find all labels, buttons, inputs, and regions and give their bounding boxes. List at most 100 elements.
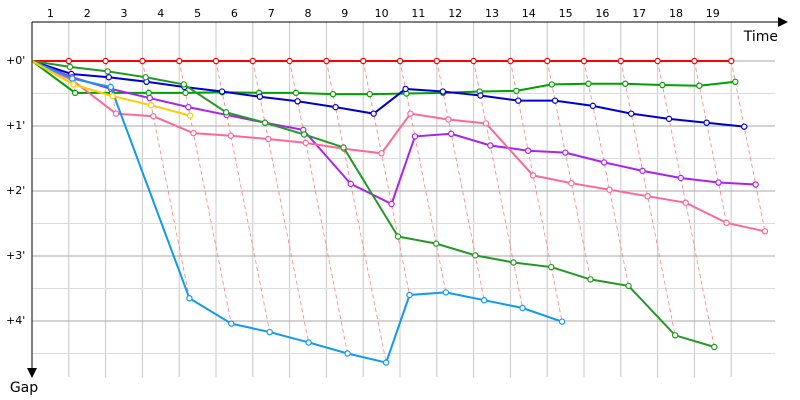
data-point [185,103,192,111]
data-point [261,119,269,126]
data-point [102,57,109,65]
x-tick-label: 14 [522,7,536,20]
x-tick-label: 18 [669,7,683,20]
lap-dashed-line [583,60,630,286]
axes [27,17,788,378]
data-point [622,80,629,87]
data-point [715,179,722,186]
lap-dashed-line [693,60,727,223]
y-tick-label: +4' [6,314,25,327]
x-tick-label: 13 [485,7,499,20]
data-point [407,110,414,117]
data-point [190,129,197,137]
data-point [448,130,455,137]
data-point [142,74,149,81]
lap-dashed-line [252,60,310,343]
data-point [568,179,575,187]
data-point [323,57,330,65]
data-point [65,57,73,65]
data-point [477,92,484,99]
lap-lines [68,60,766,363]
x-axis-arrow [778,17,788,27]
data-point [432,240,440,247]
grid [32,22,775,377]
data-point [294,98,301,105]
x-tick-label: 9 [341,7,348,20]
data-point [186,112,194,119]
data-point [266,328,273,336]
data-point [256,93,264,100]
data-point [585,80,592,87]
data-point [329,90,337,98]
data-point [411,133,419,140]
series-line-3 [31,60,745,128]
data-point [378,150,385,157]
data-point [551,97,559,104]
data-point [265,135,272,143]
data-point [70,81,77,88]
data-point [472,252,479,259]
x-tick-label: 1 [47,7,54,20]
data-point [480,297,488,304]
data-point [548,263,555,271]
data-point [104,68,111,75]
series-line-7 [31,60,563,364]
x-tick-label: 8 [305,7,312,20]
data-point [344,350,351,357]
data-point [442,289,450,296]
data-point [510,259,517,266]
data-point [150,113,157,120]
data-point [628,110,635,117]
data-point [222,109,230,116]
data-point [366,90,373,98]
data-point [433,57,440,65]
y-axis-arrow [27,368,37,378]
y-tick-label: +2' [6,184,25,197]
data-point [587,276,594,283]
lap-dashed-line [215,60,271,333]
data-point [396,57,404,65]
lap-dashed-line [730,60,766,232]
y-tick-label: +0' [6,54,25,67]
data-point [644,192,651,200]
data-point [388,200,395,208]
data-point [382,359,390,366]
data-point [703,119,710,126]
data-point [107,83,114,91]
series-line-4 [31,60,756,206]
data-point [529,172,537,179]
data-point [175,57,183,65]
data-point [182,89,189,97]
data-point [402,85,409,93]
data-point [639,167,646,175]
x-tick-label: 12 [448,7,462,20]
data-point [562,149,569,156]
series-line-2 [31,60,736,96]
data-point [580,57,588,65]
data-point [394,233,402,240]
data-point [228,320,235,327]
series-lines [31,57,769,366]
tick-labels: 1 2 3 4 5 6 7 8 9 10 11 12 13 14 15 16 17 18 19+0'+1'+2'+3… [6,7,720,327]
x-tick-label: 2 [84,7,91,20]
x-tick-label: 5 [194,7,201,20]
data-point [682,199,689,206]
data-point [340,144,347,151]
lap-dashed-line [436,60,485,301]
data-point [544,57,551,65]
data-point [548,81,556,88]
x-tick-label: 3 [121,7,128,20]
data-point [147,101,155,109]
data-point [66,63,74,71]
y-tick-label: +3' [6,249,25,262]
data-point [112,110,120,117]
data-point [71,89,79,97]
series-line-6 [31,60,715,348]
lap-dashed-line [546,60,591,280]
data-point [212,57,220,65]
data-point [186,295,193,302]
data-point [515,97,522,104]
data-point [606,186,613,193]
data-point [360,57,367,65]
